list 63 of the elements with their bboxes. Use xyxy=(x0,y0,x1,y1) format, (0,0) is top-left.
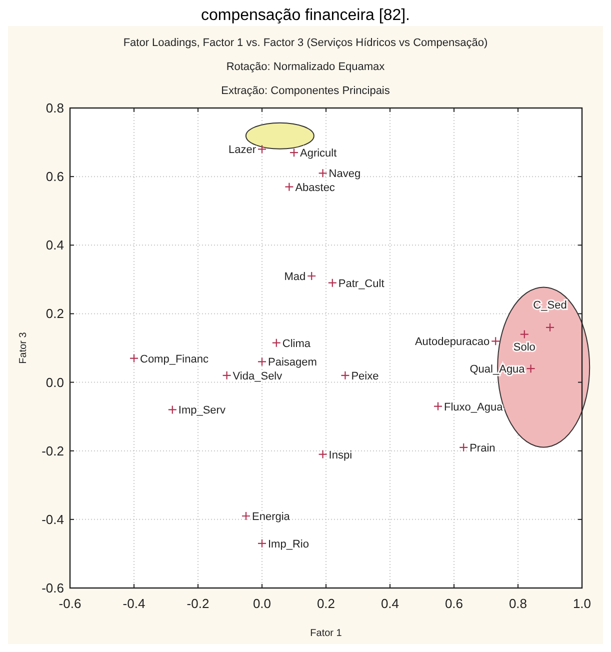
point xyxy=(257,144,267,154)
point xyxy=(318,450,328,459)
x-tick-label: -0.6 xyxy=(58,596,82,611)
point xyxy=(272,338,281,348)
annotation: Autodepuracao xyxy=(414,336,490,348)
y-tick-label: 0.4 xyxy=(46,238,64,253)
annotation: Imp_Rio xyxy=(268,538,309,550)
annotation: Clima xyxy=(282,338,312,350)
annotation: Solo xyxy=(513,341,536,354)
point xyxy=(526,364,536,374)
x-tick-label: -0.4 xyxy=(122,596,146,611)
point xyxy=(307,271,316,281)
x-tick-label: 0.2 xyxy=(316,596,336,611)
y-tick-label: 0.8 xyxy=(46,100,64,116)
x-tick-label: 1.0 xyxy=(572,596,592,611)
x-tick-label: 0.4 xyxy=(380,596,400,611)
point xyxy=(520,330,529,339)
y-tick-label: 0.6 xyxy=(46,169,64,184)
point xyxy=(328,278,337,288)
point xyxy=(222,370,232,380)
annotation: Energia xyxy=(252,511,291,523)
point xyxy=(257,538,267,548)
x-tick-label: 0.0 xyxy=(252,596,272,611)
chart-title: Fator Loadings, Factor 1 vs. Factor 3 (Serviços Hídricos vs Compensação) xyxy=(123,37,488,49)
x-tick-label: -0.2 xyxy=(186,596,210,611)
point xyxy=(284,182,294,192)
point xyxy=(318,168,328,178)
point xyxy=(433,402,443,411)
annotation: Inspi xyxy=(328,449,352,462)
point xyxy=(257,357,267,366)
point xyxy=(168,405,177,414)
point xyxy=(340,370,350,380)
x-tick-label: 0.6 xyxy=(444,596,464,611)
annotation: Imp_Serv xyxy=(178,404,226,417)
text: compensação financeira [82]. xyxy=(200,7,410,24)
point xyxy=(491,336,500,346)
chart-subtitle: Rotação: Normalizado Equamax Extração: Componentes Principais xyxy=(221,61,390,97)
annotation: Lazer xyxy=(228,144,256,156)
annotation: Vida_Selv xyxy=(232,370,283,382)
point xyxy=(289,148,299,158)
annotation: Patr_Cult xyxy=(338,278,384,290)
y-axis-title: Fator 3 xyxy=(18,332,29,364)
point xyxy=(459,442,468,452)
point xyxy=(241,511,251,521)
annotation: Abastec xyxy=(295,182,336,194)
annotation: Agricult xyxy=(300,148,337,160)
x-axis-title: Fator 1 xyxy=(310,628,342,639)
y-tick-label: -0.2 xyxy=(42,443,64,458)
annotation: C_Sed xyxy=(533,299,567,312)
point xyxy=(545,322,555,332)
y-tick-label: -0.6 xyxy=(42,580,64,596)
point xyxy=(129,354,139,363)
annotation: Paisagem xyxy=(268,356,317,369)
annotation: Prain xyxy=(470,442,496,454)
annotation: Mad xyxy=(284,271,306,283)
annotation: Naveg xyxy=(328,168,361,180)
annotation: Comp_Financ xyxy=(140,353,209,366)
y-tick-label: -0.4 xyxy=(42,512,64,527)
x-tick-label: 0.8 xyxy=(508,596,528,611)
annotation: Fluxo_Agua xyxy=(444,401,504,414)
y-tick-label: 0.0 xyxy=(46,374,64,390)
y-tick-label: 0.2 xyxy=(46,306,64,322)
annotation: Peixe xyxy=(351,370,379,382)
